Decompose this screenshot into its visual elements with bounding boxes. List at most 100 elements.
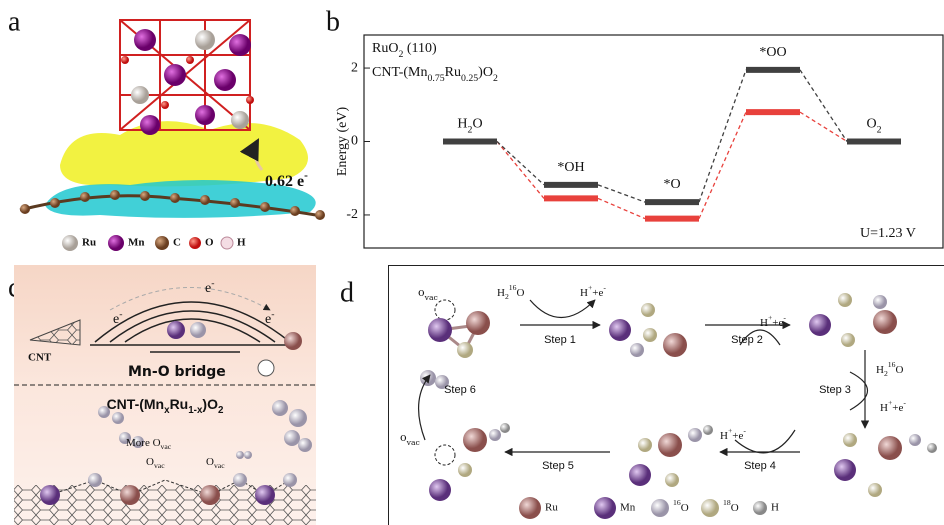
superscript: - [743,426,746,435]
connector [497,142,544,185]
subscript: vac [154,461,165,470]
step-label: Step 4 [744,460,776,472]
molecule [428,300,490,358]
panel-a: a 0.62 e- Ru Mn C O H [8,6,325,251]
legend-label: H [771,502,779,514]
figure: a 0.62 e- Ru Mn C O H b -202Energy (eV)H… [0,0,944,525]
connector [800,70,847,142]
text-run: )O [478,65,493,80]
step-label: Step 2 [731,334,763,346]
step-label: Step 6 [444,384,476,396]
annotation: U=1.23 V [860,226,916,241]
y-tick-label: -2 [346,207,358,222]
legend-label: Ru [82,237,96,249]
crystal-atoms [121,29,254,135]
subscript: 0.75 [428,73,445,84]
product: H++e- [880,398,906,413]
text-run: Ru [445,65,461,80]
text-run: (110) [403,41,437,56]
superscript: - [271,309,274,320]
panel-label: b [326,6,340,37]
text-run: H [880,402,888,414]
superscript: 16 [888,360,896,369]
state-label: *OO [759,45,786,60]
superscript: - [119,309,122,320]
reactant: H216O [876,360,903,378]
legend-label: Ru [545,502,558,514]
legend-label: C [173,237,181,249]
connector [497,142,544,199]
subscript: vac [406,438,420,447]
legend-label: H [237,237,246,249]
text-run: 0.62 e [265,173,304,190]
superscript: - [903,398,906,407]
subscript: vac [424,293,438,302]
text-run: +e [772,317,783,329]
molecule [809,293,897,347]
text-run: *OH [557,160,584,175]
text-run: H [497,287,505,299]
legend-entry: CNT-(Mn0.75Ru0.25)O2 [372,65,498,84]
legend-label: 16O [673,498,689,513]
text-run: H [760,317,768,329]
legend-label: Mn [620,502,636,514]
atom-legend: Ru Mn 16O 18O H [519,497,779,519]
y-tick-label: 0 [351,134,358,149]
atom [190,322,206,338]
connector [699,112,746,219]
text-run: O [731,502,739,514]
text-run: RuO [372,41,398,56]
text-run: *O [663,177,680,192]
reactant: H216O [497,283,524,301]
text-run: H [580,287,588,299]
text-run: +e [892,402,903,414]
text-run: H [720,430,728,442]
superscript: 16 [509,283,517,292]
subscript: 1-x [188,405,203,416]
superscript: - [304,170,308,182]
state-label: H2O [457,117,482,136]
product: H++e- [760,313,786,328]
text-run: O [681,502,689,514]
subscript: 2 [884,369,888,378]
text-run: H [457,117,467,132]
atom-legend: Ru Mn C O H [62,235,246,251]
text-run: O [866,117,876,132]
atom [284,332,302,350]
panel-label: d [340,277,354,308]
text-run: O [895,364,903,376]
text-run: O [472,117,482,132]
text-run: Ru [170,396,189,412]
connector [699,70,746,202]
molecule [629,425,713,487]
superscript: 16 [673,498,681,507]
subscript: vac [214,461,225,470]
superscript: - [603,283,606,292]
panel-d: d ovac [340,266,944,525]
panel-label: a [8,6,21,37]
connector [598,185,645,202]
bridge-label: Mn-O bridge [128,364,226,380]
connector [800,112,847,141]
text-run: More O [126,437,161,449]
product: H++e- [580,283,606,298]
subscript: 0.25 [461,73,478,84]
text-run: O [206,456,214,468]
y-tick-label: 2 [351,60,358,75]
subscript: 2 [493,73,498,84]
superscript: 18 [723,498,731,507]
atom [167,321,185,339]
subscript: vac [161,442,172,451]
legend-entry: RuO2 (110) [372,41,437,60]
superscript: - [783,313,786,322]
smiley [258,360,274,376]
text-run: O [516,287,524,299]
text-run: )O [202,396,218,412]
connector [598,198,645,218]
molecule [834,433,937,497]
state-label: *O [663,177,680,192]
legend-label: O [205,237,214,249]
vacancy-label: ovac [400,431,420,447]
subscript: 2 [877,124,882,135]
state-label: *OH [557,160,584,175]
